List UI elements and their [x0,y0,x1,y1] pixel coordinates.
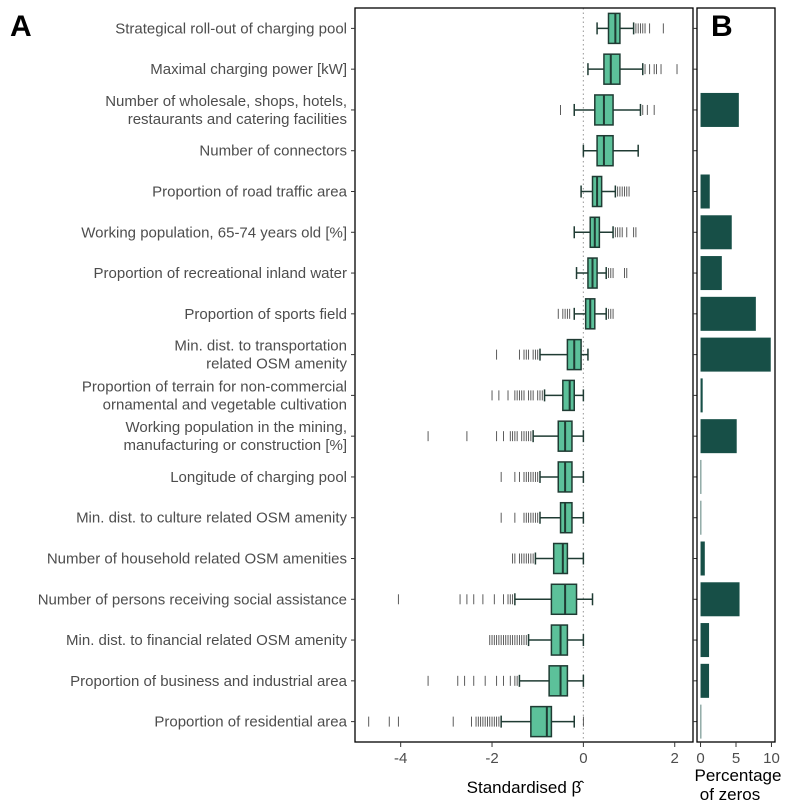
box-16 [489,624,585,656]
box-iqr [596,134,614,167]
box-iqr [550,624,569,656]
category-label: Proportion of recreational inland water [94,265,347,282]
box-9 [496,338,589,371]
box-4 [582,134,639,167]
panel-a-boxplot: Strategical roll-out of charging pool Max… [38,7,694,797]
x-tick-label: 10 [763,750,780,767]
panel-a-frame [354,7,694,743]
category-label: related OSM amenity [206,356,347,373]
box-1 [596,12,664,45]
category-label: Proportion of business and industrial ar… [70,673,347,690]
bar-13 [700,500,702,535]
bar-7 [700,256,722,291]
category-label: Strategical roll-out of charging pool [115,20,347,37]
box-iqr [559,501,573,534]
box-8 [557,298,614,330]
panel-b-x-axis-title-line-2: of zeros [700,785,760,804]
bar-17 [700,663,710,698]
bar-12 [700,459,702,494]
box-iqr [530,705,553,738]
x-tick-label: 0 [579,750,587,767]
box-10 [491,379,585,412]
box-iqr [550,583,578,616]
category-label: Proportion of sports field [184,306,347,323]
bar-8 [700,296,756,331]
box-14 [512,542,585,575]
x-tick-label: -4 [394,750,407,767]
panel-b-x-axis-title-line-1: Percentage [695,766,782,785]
box-7 [575,257,628,289]
panel-a-letter: A [10,10,32,43]
box-iqr [603,53,621,85]
category-label: Maximal charging power [kW] [150,61,347,78]
category-label: Number of wholesale, shops, hotels, [105,93,347,110]
x-tick-label: 2 [671,750,679,767]
box-12 [500,461,585,493]
category-label: Proportion of terrain for non-commercial [82,378,347,395]
bar-9 [700,337,771,372]
category-label: Proportion of road traffic area [152,184,347,201]
bar-6 [700,215,732,250]
category-label: Longitude of charging pool [170,469,347,486]
bar-10 [700,378,703,413]
category-label: Number of household related OSM amenitie… [47,551,347,568]
box-17 [427,665,585,697]
bar-16 [700,623,710,658]
category-label: Number of connectors [199,143,347,160]
bar-11 [700,419,737,454]
category-label: restaurants and catering facilities [128,111,347,128]
box-13 [500,501,585,534]
bar-3 [700,92,739,127]
category-label: Working population, 65-74 years old [%] [81,224,347,241]
category-label: Min. dist. to transportation [174,338,347,355]
box-6 [573,216,637,249]
x-tick-label: -2 [485,750,498,767]
category-label: manufacturing or construction [%] [124,437,347,454]
box-iqr [552,542,569,575]
panel-a-x-axis-title: Standardised β̂ [467,778,585,797]
box-5 [580,175,630,208]
category-label: Number of persons receiving social assis… [38,591,347,608]
category-label: Min. dist. to culture related OSM amenit… [76,510,347,527]
box-2 [587,53,678,85]
x-tick-label: 5 [732,750,740,767]
box-iqr [607,12,621,45]
box-15 [397,583,594,616]
box-iqr [562,379,575,412]
box-3 [560,94,655,126]
bar-18 [700,704,702,739]
panel-b-letter: B [711,10,733,43]
box-iqr [548,665,569,697]
panel-b-bar-chart: 0 5 10 Percentage of zeros [693,7,782,804]
category-label: Proportion of residential area [154,714,347,731]
bar-15 [700,582,740,617]
bar-14 [700,541,705,576]
category-label: ornamental and vegetable cultivation [103,396,347,413]
x-tick-label: 0 [696,750,704,767]
category-label: Working population in the mining, [125,419,347,436]
box-11 [427,420,585,452]
bar-5 [700,174,710,209]
category-label: Min. dist. to financial related OSM amen… [66,632,347,649]
box-18 [368,705,584,738]
